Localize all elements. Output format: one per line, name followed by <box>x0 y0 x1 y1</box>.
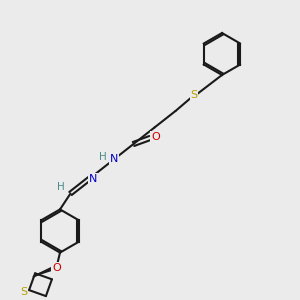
Text: H: H <box>99 152 107 163</box>
Text: N: N <box>110 154 118 164</box>
Text: H: H <box>57 182 65 192</box>
Text: O: O <box>52 262 61 273</box>
Text: N: N <box>89 173 97 184</box>
Text: S: S <box>20 286 27 297</box>
Text: S: S <box>190 89 198 100</box>
Text: O: O <box>151 131 160 142</box>
